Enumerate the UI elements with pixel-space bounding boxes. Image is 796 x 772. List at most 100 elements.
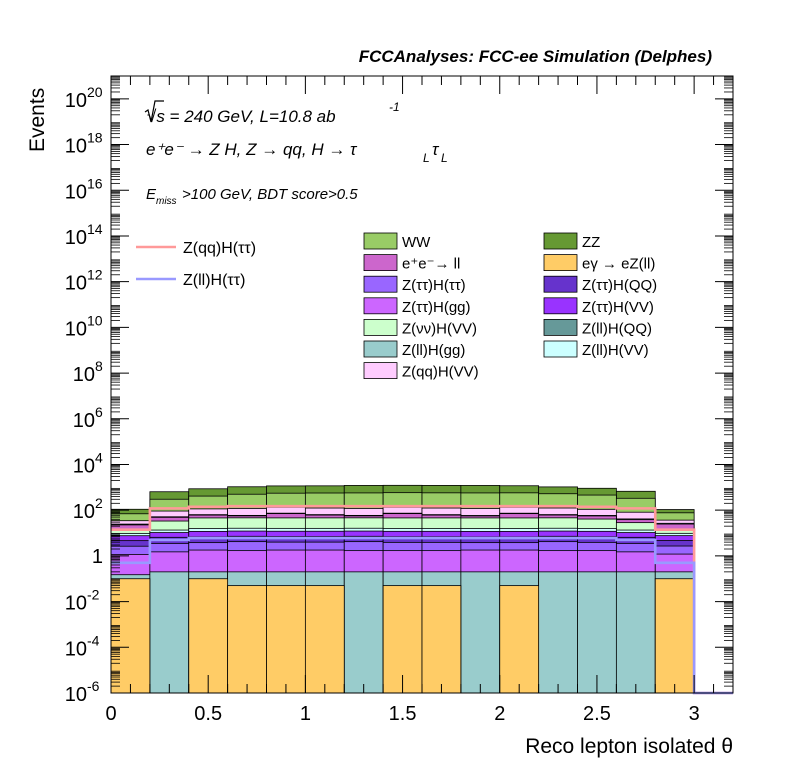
x-tick-label: 1.5 bbox=[389, 703, 417, 725]
bar-z-ll-h-gg-bin-11 bbox=[538, 571, 578, 694]
x-tick-label: 2 bbox=[494, 703, 505, 725]
legend-swatch bbox=[363, 362, 398, 380]
y-tick-label: 10 -2 bbox=[65, 587, 100, 615]
y-tick-base: 10 bbox=[65, 593, 87, 615]
y-tick-exponent: -2 bbox=[87, 587, 100, 603]
y-tick-exponent: 2 bbox=[95, 495, 103, 511]
legend-swatch bbox=[363, 232, 398, 250]
y-tick-label: 10 -6 bbox=[65, 678, 100, 706]
x-axis-label: Reco lepton isolated θ bbox=[525, 735, 733, 758]
legend-entry-e-e-ll: e⁺e⁻→ ll bbox=[363, 254, 460, 273]
legend-swatch bbox=[543, 232, 578, 250]
y-tick-exponent: 20 bbox=[87, 84, 103, 100]
legend-swatch bbox=[543, 254, 578, 272]
legend-swatch bbox=[543, 340, 578, 358]
process-tau2: τ bbox=[432, 140, 440, 159]
y-tick-exponent: 8 bbox=[95, 358, 103, 374]
sqrt-sign-icon bbox=[144, 100, 164, 123]
legend-swatch bbox=[363, 297, 398, 315]
legend-entry-z-ll-h-qq: Z(ll)H(QQ) bbox=[543, 318, 652, 337]
y-tick-label: 10 10 bbox=[65, 312, 103, 340]
bar-e-ez-ll-bin-5 bbox=[304, 585, 345, 694]
y-tick-base: 10 bbox=[73, 410, 95, 432]
y-tick-label: 10 18 bbox=[65, 130, 103, 158]
y-tick-label: 10 14 bbox=[65, 221, 103, 249]
y-tick-label: 1 bbox=[92, 546, 103, 568]
legend-label: Z(ττ)H(ττ) bbox=[402, 277, 466, 294]
legend-label: Z(ττ)H(QQ) bbox=[582, 277, 657, 294]
y-tick-exponent: 10 bbox=[87, 312, 103, 328]
annotation-process: e⁺e⁻ → Z H, Z → qq, H → τ L τ L bbox=[146, 140, 448, 165]
signal-lines bbox=[111, 504, 733, 695]
y-tick-label: 10 4 bbox=[73, 449, 103, 477]
legend-label: ZZ bbox=[582, 234, 600, 251]
y-tick-base: 10 bbox=[73, 455, 95, 477]
y-tick-base: 10 bbox=[65, 273, 87, 295]
y-tick-label: 10 8 bbox=[73, 358, 103, 386]
annotation-energy-lumi: √s = 240 GeV, L=10.8 ab -1 bbox=[144, 100, 400, 126]
y-tick-exponent: 6 bbox=[95, 404, 103, 420]
y-tick-exponent: 12 bbox=[87, 267, 103, 283]
legend-label: Z(νν)H(VV) bbox=[402, 320, 477, 337]
y-tick-base: 10 bbox=[65, 227, 87, 249]
legend-line-label: Z(ll)H(ττ) bbox=[183, 272, 245, 289]
y-tick-base: 1 bbox=[92, 546, 103, 568]
y-tick-base: 10 bbox=[65, 638, 87, 660]
legend-entry-e-ez-ll: eγ → eZ(ll) bbox=[543, 254, 655, 273]
x-tick-label: 1 bbox=[300, 703, 311, 725]
legend-swatch bbox=[363, 275, 398, 293]
legend-label: Z(ττ)H(gg) bbox=[402, 299, 471, 316]
y-tick-exponent: -4 bbox=[87, 632, 100, 648]
bar-z-ll-h-gg-bin-1 bbox=[149, 571, 190, 694]
legend-label: Z(qq)H(VV) bbox=[402, 364, 479, 381]
legend-label: Z(ll)H(VV) bbox=[582, 342, 649, 359]
legend-label: Z(ττ)H(VV) bbox=[582, 299, 654, 316]
x-tick-label: 0.5 bbox=[194, 703, 222, 725]
legend-entry-z-h: Z(ττ)H(ττ) bbox=[363, 275, 466, 294]
y-tick-base: 10 bbox=[65, 90, 87, 112]
legend-line-z-qq-h: Z(qq)H(ττ) bbox=[136, 240, 256, 257]
legend-label: Z(ll)H(gg) bbox=[402, 342, 465, 359]
energy-lumi-text: √s = 240 GeV, L=10.8 ab bbox=[147, 107, 336, 126]
y-tick-base: 10 bbox=[65, 136, 87, 158]
cut-text-sub: miss bbox=[156, 196, 177, 207]
cut-text-rest: >100 GeV, BDT score>0.5 bbox=[182, 186, 358, 203]
y-tick-label: 10 12 bbox=[65, 267, 103, 295]
y-tick-exponent: 18 bbox=[87, 130, 103, 146]
legend-entry-z-ll-h-vv: Z(ll)H(VV) bbox=[543, 340, 649, 359]
x-tick-label: 3 bbox=[689, 703, 700, 725]
process-sub1: L bbox=[423, 151, 430, 165]
bar-e-ez-ll-bin-14 bbox=[654, 578, 695, 694]
bar-z-ll-h-gg-bin-6 bbox=[343, 571, 384, 694]
y-tick-base: 10 bbox=[65, 684, 87, 706]
y-tick-label: 10 20 bbox=[65, 84, 103, 112]
bar-e-ez-ll-bin-4 bbox=[266, 585, 306, 694]
legend: Z(qq)H(ττ) Z(ll)H(ττ) WW e⁺e⁻→ ll Z(ττ)H(ττ)… bbox=[136, 232, 657, 381]
y-tick-label: 10 2 bbox=[73, 495, 103, 523]
bar-e-ez-ll-bin-2 bbox=[188, 578, 229, 694]
legend-swatch bbox=[363, 340, 398, 358]
y-tick-base: 10 bbox=[65, 181, 87, 203]
svg-text:√s = 240 GeV, L=10.8 ab: √s = 240 GeV, L=10.8 ab bbox=[147, 107, 336, 126]
legend-line-z-ll-h: Z(ll)H(ττ) bbox=[136, 272, 245, 289]
y-tick-label: 10 6 bbox=[73, 404, 103, 432]
bar-e-ez-ll-bin-3 bbox=[227, 585, 267, 694]
legend-entry-z-h-gg: Z(ττ)H(gg) bbox=[363, 297, 471, 316]
bar-e-ez-ll-bin-0 bbox=[110, 578, 151, 694]
y-tick-base: 10 bbox=[65, 318, 87, 340]
legend-label: Z(ll)H(QQ) bbox=[582, 320, 652, 337]
line-z-qq-h bbox=[111, 504, 733, 695]
legend-entry-zz: ZZ bbox=[543, 232, 600, 251]
legend-entry-z-qq-h-vv: Z(qq)H(VV) bbox=[363, 362, 479, 381]
chart-title: FCCAnalyses: FCC-ee Simulation (Delphes) bbox=[359, 47, 713, 66]
legend-entry-z-ll-h-gg: Z(ll)H(gg) bbox=[363, 340, 465, 359]
legend-entry-z-h-vv: Z(ττ)H(VV) bbox=[543, 297, 654, 316]
legend-entry-z-h-vv: Z(νν)H(VV) bbox=[363, 318, 477, 337]
annotation-cuts: E miss >100 GeV, BDT score>0.5 bbox=[146, 186, 358, 207]
y-tick-label: 10 -4 bbox=[65, 632, 100, 660]
legend-label: eγ → eZ(ll) bbox=[582, 256, 655, 273]
x-tick-label: 0 bbox=[105, 703, 116, 725]
legend-label: e⁺e⁻→ ll bbox=[402, 256, 460, 273]
